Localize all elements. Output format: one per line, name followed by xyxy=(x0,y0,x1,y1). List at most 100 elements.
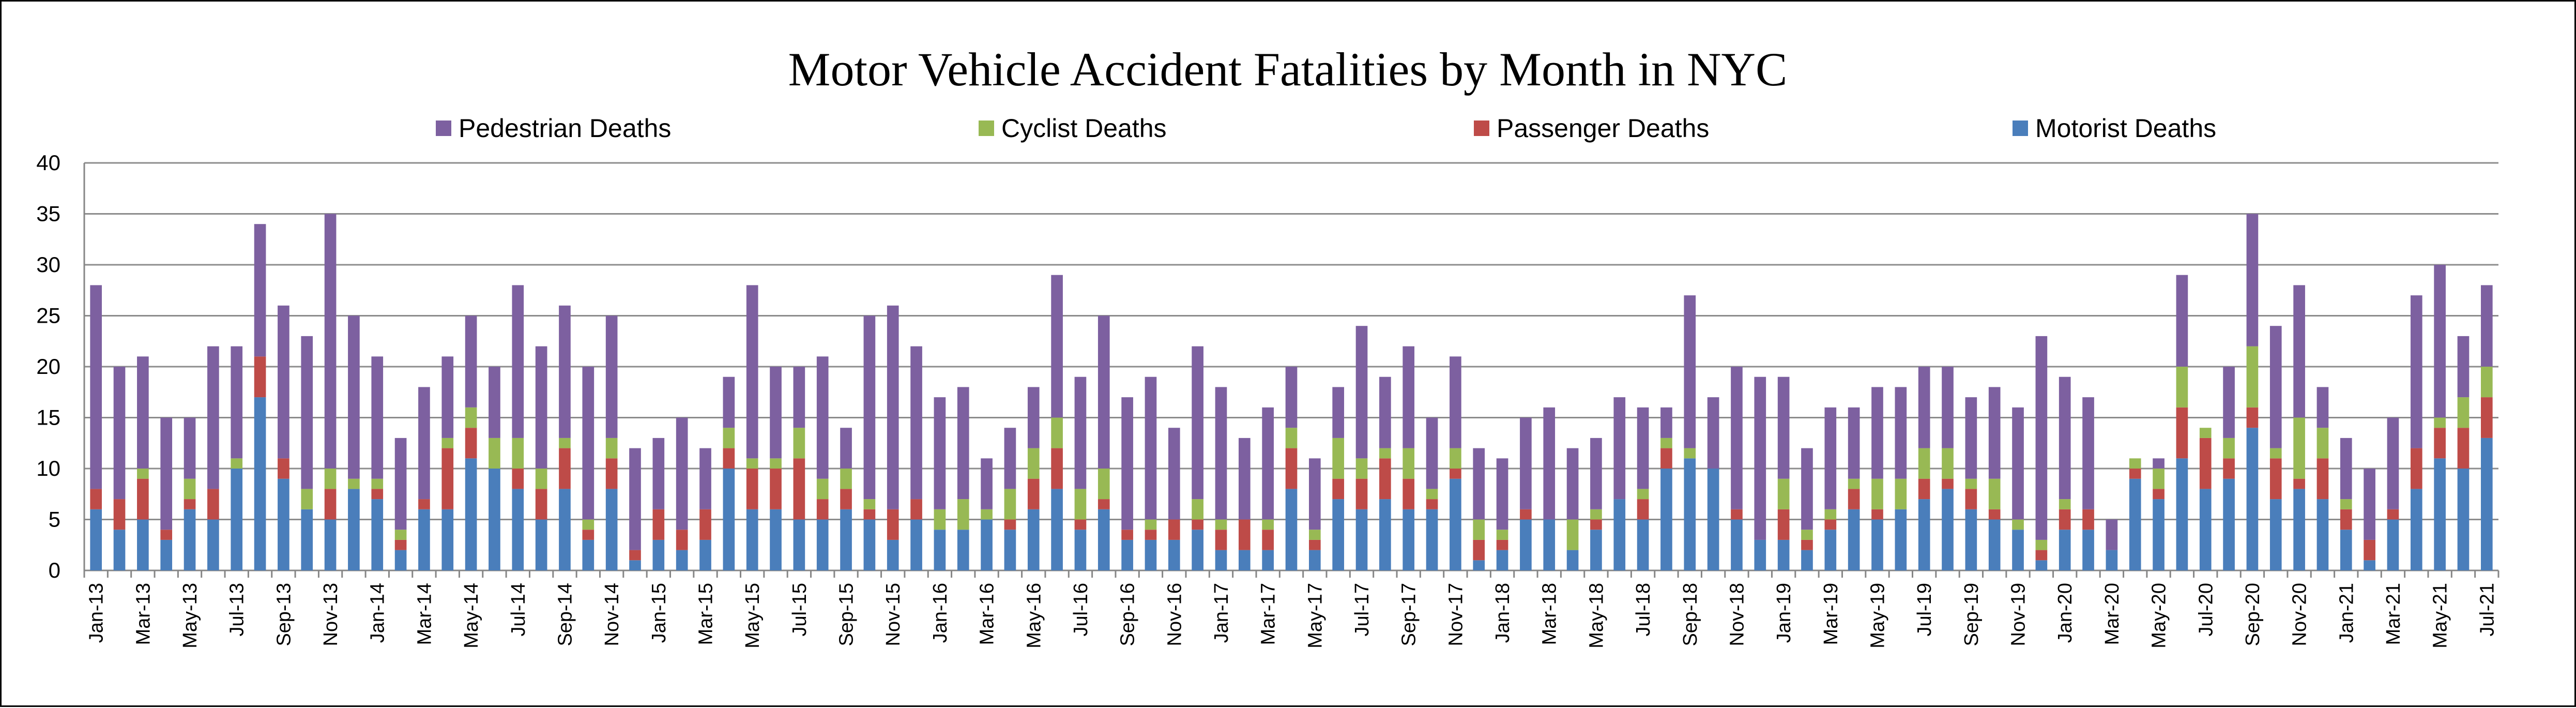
bar-cyclist-deaths-aug-16 xyxy=(1098,469,1110,500)
bar-motorist-deaths-mar-13 xyxy=(137,519,149,570)
bar-pedestrian-deaths-dec-18 xyxy=(1754,376,1766,540)
x-tick-label-may-14: May-14 xyxy=(461,583,482,649)
bar-cyclist-deaths-oct-13 xyxy=(301,489,313,509)
bar-pedestrian-deaths-may-16 xyxy=(1027,387,1040,448)
bar-motorist-deaths-apr-17 xyxy=(1285,489,1298,570)
bar-cyclist-deaths-aug-15 xyxy=(816,478,829,500)
bar-pedestrian-deaths-feb-18 xyxy=(1520,417,1532,509)
bar-cyclist-deaths-may-14 xyxy=(465,407,477,428)
bar-pedestrian-deaths-feb-13 xyxy=(113,367,126,500)
bar-pedestrian-deaths-jul-17 xyxy=(1355,326,1368,459)
bar-motorist-deaths-sep-18 xyxy=(1684,458,1696,570)
bar-pedestrian-deaths-mar-17 xyxy=(1262,407,1274,520)
bar-motorist-deaths-sep-16 xyxy=(1121,539,1133,570)
bar-pedestrian-deaths-mar-13 xyxy=(137,356,149,469)
bar-cyclist-deaths-jul-14 xyxy=(512,438,524,469)
bar-motorist-deaths-dec-18 xyxy=(1754,539,1766,570)
bar-pedestrian-deaths-jul-21 xyxy=(2480,285,2493,367)
bar-motorist-deaths-sep-19 xyxy=(1965,509,1977,570)
bar-passenger-deaths-may-13 xyxy=(184,499,196,509)
bar-pedestrian-deaths-aug-13 xyxy=(254,224,266,357)
bar-cyclist-deaths-apr-16 xyxy=(1004,489,1016,520)
bar-passenger-deaths-may-17 xyxy=(1309,539,1321,550)
x-tick-label-mar-17: Mar-17 xyxy=(1258,583,1279,645)
bar-motorist-deaths-may-16 xyxy=(1027,509,1040,570)
x-tick-label-jan-13: Jan-13 xyxy=(86,583,108,643)
bar-pedestrian-deaths-dec-19 xyxy=(2035,336,2048,540)
x-tick-label-mar-21: Mar-21 xyxy=(2383,583,2404,645)
bar-motorist-deaths-aug-13 xyxy=(254,397,266,570)
x-tick-label-may-20: May-20 xyxy=(2148,583,2170,649)
x-tick-label-may-18: May-18 xyxy=(1586,583,1607,649)
bar-passenger-deaths-feb-18 xyxy=(1520,509,1532,520)
bar-pedestrian-deaths-jan-19 xyxy=(1777,376,1790,479)
chart-title: Motor Vehicle Accident Fatalities by Mon… xyxy=(788,43,1788,96)
bar-motorist-deaths-nov-13 xyxy=(324,519,337,570)
y-tick-label-15: 15 xyxy=(36,405,60,430)
bar-cyclist-deaths-aug-20 xyxy=(2223,438,2235,459)
y-tick-label-20: 20 xyxy=(36,354,60,379)
bar-pedestrian-deaths-jan-18 xyxy=(1496,458,1508,530)
bar-motorist-deaths-apr-14 xyxy=(441,509,454,570)
bar-passenger-deaths-mar-17 xyxy=(1262,530,1274,550)
bar-motorist-deaths-dec-20 xyxy=(2316,499,2329,570)
x-tick-label-sep-13: Sep-13 xyxy=(273,583,295,646)
x-tick-label-jan-20: Jan-20 xyxy=(2054,583,2076,643)
bar-motorist-deaths-jan-14 xyxy=(371,499,384,570)
bar-passenger-deaths-nov-16 xyxy=(1168,519,1180,540)
x-tick-label-sep-20: Sep-20 xyxy=(2242,583,2264,646)
bar-cyclist-deaths-feb-19 xyxy=(1801,530,1813,540)
bar-pedestrian-deaths-nov-19 xyxy=(2012,407,2024,520)
bar-passenger-deaths-nov-18 xyxy=(1731,509,1743,520)
bar-motorist-deaths-aug-15 xyxy=(816,519,829,570)
bar-pedestrian-deaths-aug-14 xyxy=(535,346,547,469)
bar-cyclist-deaths-sep-19 xyxy=(1965,478,1977,489)
legend-label-motorist-deaths: Motorist Deaths xyxy=(2035,114,2216,143)
bar-pedestrian-deaths-mar-16 xyxy=(981,458,993,509)
bar-motorist-deaths-oct-16 xyxy=(1145,539,1157,570)
bar-pedestrian-deaths-sep-15 xyxy=(840,428,852,469)
bar-motorist-deaths-mar-18 xyxy=(1543,519,1556,570)
bar-passenger-deaths-may-16 xyxy=(1027,478,1040,509)
bar-motorist-deaths-feb-19 xyxy=(1801,550,1813,570)
bar-cyclist-deaths-jan-21 xyxy=(2340,499,2352,509)
x-tick-label-jan-14: Jan-14 xyxy=(367,583,389,643)
bar-passenger-deaths-apr-19 xyxy=(1848,489,1860,509)
bar-pedestrian-deaths-jan-20 xyxy=(2059,376,2071,500)
bar-pedestrian-deaths-nov-18 xyxy=(1731,367,1743,509)
bar-passenger-deaths-nov-20 xyxy=(2293,478,2305,489)
bar-motorist-deaths-jul-13 xyxy=(231,469,243,570)
bar-pedestrian-deaths-apr-17 xyxy=(1285,367,1298,428)
bar-passenger-deaths-oct-17 xyxy=(1426,499,1438,509)
bar-passenger-deaths-feb-14 xyxy=(394,539,407,550)
bar-passenger-deaths-jul-18 xyxy=(1637,499,1649,520)
x-tick-label-nov-13: Nov-13 xyxy=(320,583,342,646)
bar-passenger-deaths-sep-14 xyxy=(559,448,571,489)
bar-passenger-deaths-aug-18 xyxy=(1660,448,1672,469)
bar-pedestrian-deaths-nov-13 xyxy=(324,214,337,469)
x-tick-label-may-16: May-16 xyxy=(1023,583,1045,649)
bar-passenger-deaths-jul-14 xyxy=(512,469,524,489)
bar-motorist-deaths-feb-13 xyxy=(113,530,126,570)
y-tick-label-30: 30 xyxy=(36,252,60,277)
x-tick-label-jan-19: Jan-19 xyxy=(1773,583,1795,643)
bar-passenger-deaths-mar-21 xyxy=(2387,509,2399,520)
x-tick-label-nov-17: Nov-17 xyxy=(1445,583,1467,646)
bar-passenger-deaths-jan-18 xyxy=(1496,539,1508,550)
bar-motorist-deaths-aug-16 xyxy=(1098,509,1110,570)
bar-motorist-deaths-feb-15 xyxy=(676,550,688,570)
bar-cyclist-deaths-dec-19 xyxy=(2035,539,2048,550)
bar-passenger-deaths-sep-20 xyxy=(2246,407,2259,428)
bar-cyclist-deaths-oct-19 xyxy=(1988,478,2001,509)
bar-motorist-deaths-sep-20 xyxy=(2246,428,2259,570)
bar-pedestrian-deaths-sep-19 xyxy=(1965,397,1977,479)
x-tick-label-nov-14: Nov-14 xyxy=(601,583,623,646)
bar-passenger-deaths-sep-15 xyxy=(840,489,852,509)
bar-pedestrian-deaths-feb-19 xyxy=(1801,448,1813,530)
bar-motorist-deaths-oct-14 xyxy=(582,539,595,570)
x-tick-label-nov-20: Nov-20 xyxy=(2289,583,2311,646)
y-tick-label-0: 0 xyxy=(49,558,60,582)
bar-cyclist-deaths-sep-17 xyxy=(1403,448,1415,479)
bar-cyclist-deaths-oct-17 xyxy=(1426,489,1438,500)
bar-pedestrian-deaths-oct-14 xyxy=(582,367,595,520)
